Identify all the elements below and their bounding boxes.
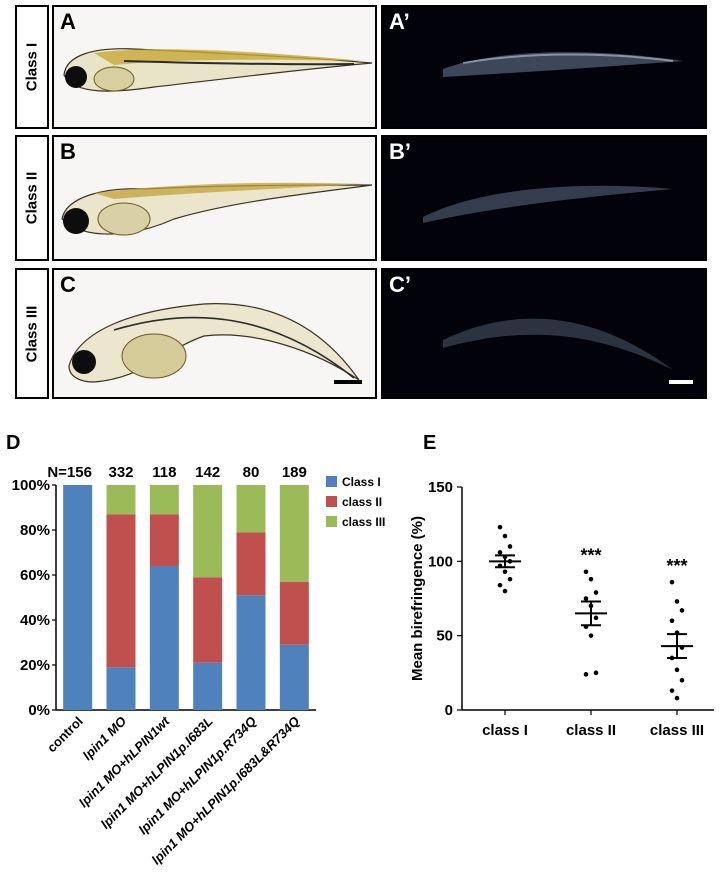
panel-c-prime-birefringence: C’ <box>381 268 707 399</box>
bar-segment-1 <box>279 644 309 710</box>
n-label: 80 <box>243 464 260 481</box>
panel-b-prime-birefringence: B’ <box>381 135 707 261</box>
panel-label-a-prime: A’ <box>389 9 410 34</box>
larva-image-class-1 <box>63 48 373 92</box>
y-tick-label: 100 <box>428 553 453 570</box>
data-point <box>497 550 503 555</box>
x-category-label: class II <box>566 722 616 739</box>
legend-swatch <box>326 516 337 527</box>
row-label-class-1: Class I <box>15 5 49 129</box>
data-point <box>588 576 594 582</box>
data-point <box>497 524 503 530</box>
bar-segment-1 <box>149 566 179 710</box>
y-tick-label: 40% <box>20 612 50 629</box>
y-tick-label: 150 <box>428 479 453 496</box>
data-point <box>507 544 513 549</box>
n-label: 118 <box>152 464 176 481</box>
data-point <box>674 667 680 673</box>
bar-segment-3 <box>193 485 223 578</box>
x-category-label: class III <box>650 722 704 739</box>
bar-segment-2 <box>279 581 309 645</box>
data-point <box>502 569 508 575</box>
data-point <box>502 588 508 594</box>
x-category-label: control <box>44 714 86 756</box>
row-label-class-2: Class II <box>15 135 49 261</box>
n-label: 142 <box>195 464 220 481</box>
legend-swatch <box>326 496 337 507</box>
data-point <box>593 670 599 676</box>
data-point <box>669 688 675 693</box>
legend-label: class II <box>342 495 382 509</box>
bar-segment-3 <box>106 485 136 515</box>
data-point <box>583 596 589 601</box>
significance-marker: *** <box>666 556 687 576</box>
y-tick-label: 80% <box>20 522 50 539</box>
data-point <box>679 677 685 683</box>
y-tick-label: 0% <box>28 702 50 719</box>
bar-segment-3 <box>236 485 266 533</box>
birefringence-image-class-1 <box>443 52 683 77</box>
data-point <box>593 615 599 621</box>
y-axis-label: Mean birefringence (%) <box>409 516 426 681</box>
bar-segment-1 <box>236 595 266 710</box>
figure-label-d: D <box>6 432 21 454</box>
scatter-chart-e: 0 50 100 150 Mean birefringence (%) class I cl… <box>409 479 714 739</box>
bar-segment-3 <box>149 485 179 515</box>
data-point <box>583 569 589 575</box>
y-tick-label: 100% <box>12 477 50 494</box>
bar-segment-1 <box>106 667 136 710</box>
panel-c-brightfield: C <box>52 268 377 399</box>
x-category-label: class I <box>482 722 528 739</box>
row-label-class-3: Class III <box>15 268 49 399</box>
data-point <box>497 582 503 588</box>
n-label: N=156 <box>47 464 92 481</box>
birefringence-image-class-3 <box>443 318 693 384</box>
panel-label-a: A <box>60 9 76 34</box>
larva-image-class-2 <box>61 182 373 236</box>
y-tick-label: 50 <box>436 628 453 645</box>
birefringence-image-class-2 <box>423 185 673 223</box>
data-point <box>669 618 675 624</box>
larva-image-class-3 <box>68 303 362 384</box>
bar-segment-2 <box>149 514 179 566</box>
bar-segment-3 <box>279 485 309 582</box>
bar-segment-2 <box>236 532 266 596</box>
figure-label-e: E <box>423 432 437 454</box>
data-point <box>669 579 675 585</box>
significance-marker: *** <box>580 546 601 566</box>
panel-label-b-prime: B’ <box>389 139 411 164</box>
data-point <box>502 533 508 539</box>
bar-segment-2 <box>193 577 223 663</box>
bar-segment-1 <box>63 485 93 710</box>
data-point <box>674 599 680 604</box>
data-point <box>593 590 599 595</box>
data-point <box>507 576 513 582</box>
y-tick-label: 20% <box>20 657 50 674</box>
y-tick-label: 0 <box>445 702 453 719</box>
legend-label: class III <box>342 515 385 529</box>
panel-label-c: C <box>60 272 76 297</box>
bar-segment-1 <box>193 662 223 710</box>
data-point <box>674 695 680 701</box>
data-point <box>588 633 594 638</box>
panel-a-prime-birefringence: A’ <box>381 5 707 129</box>
panel-b-brightfield: B <box>52 135 377 261</box>
y-tick-label: 60% <box>20 567 50 584</box>
bar-segment-2 <box>106 514 136 668</box>
panel-label-b: B <box>60 139 76 164</box>
n-label: 332 <box>108 464 133 481</box>
n-label: 189 <box>282 464 307 481</box>
legend-label: Class I <box>342 475 381 489</box>
panel-a-brightfield: A <box>52 5 377 129</box>
panel-label-c-prime: C’ <box>389 272 411 297</box>
data-point <box>583 672 589 677</box>
data-point <box>679 608 685 613</box>
legend-swatch <box>326 476 337 487</box>
